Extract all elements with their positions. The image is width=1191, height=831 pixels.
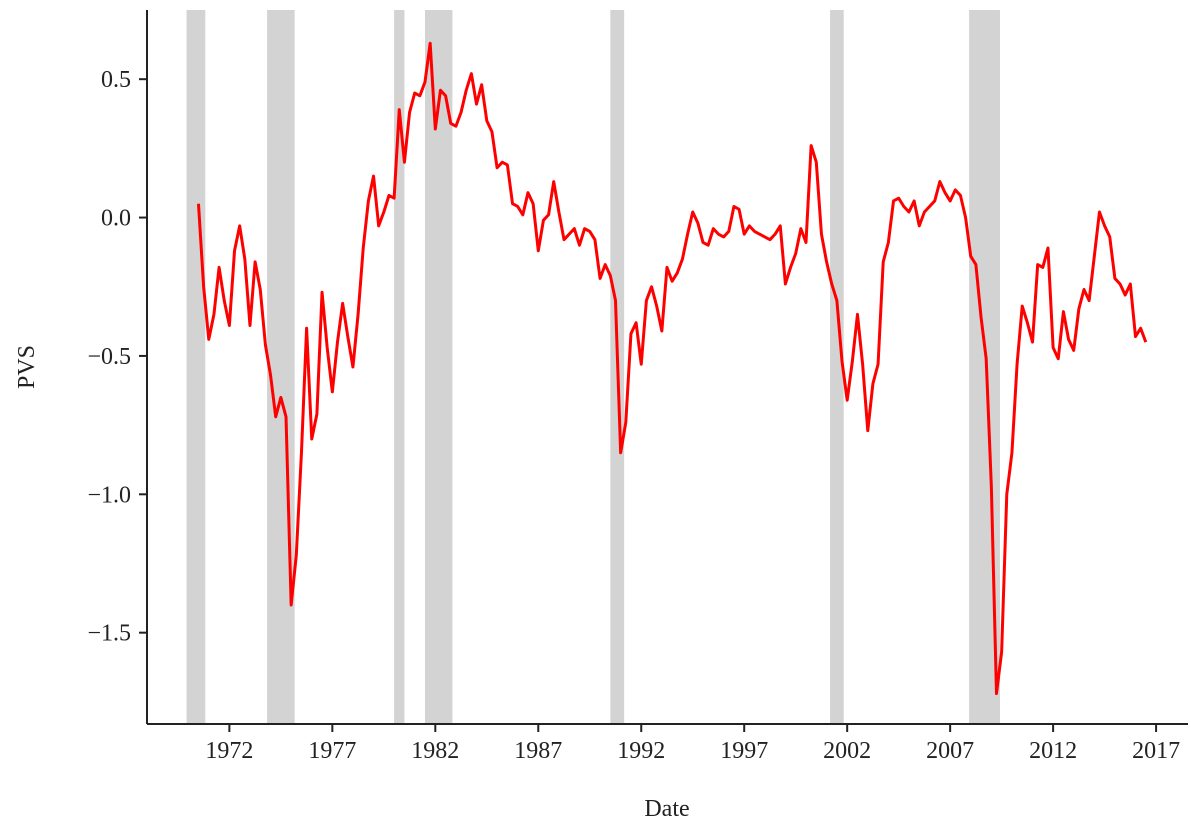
x-axis-label: Date bbox=[644, 796, 689, 822]
shaded-period bbox=[394, 10, 405, 724]
y-axis-label: PVS bbox=[14, 345, 40, 389]
x-tick-label: 1992 bbox=[617, 738, 665, 764]
x-tick-label: 1972 bbox=[205, 738, 253, 764]
x-tick-label: 2002 bbox=[823, 738, 871, 764]
x-tick-label: 1987 bbox=[514, 738, 562, 764]
x-tick-label: 1997 bbox=[720, 738, 768, 764]
y-tick-label: −1.5 bbox=[87, 621, 131, 647]
shaded-period bbox=[186, 10, 206, 724]
shaded-period bbox=[830, 10, 844, 724]
shaded-period bbox=[425, 10, 453, 724]
x-tick-label: 2007 bbox=[926, 738, 974, 764]
shaded-period bbox=[267, 10, 295, 724]
x-tick-label: 1982 bbox=[411, 738, 459, 764]
y-tick-label: 0.0 bbox=[101, 206, 131, 232]
y-tick-label: 0.5 bbox=[101, 67, 131, 93]
x-tick-label: 2012 bbox=[1029, 738, 1077, 764]
x-tick-label: 2017 bbox=[1132, 738, 1180, 764]
data-line bbox=[196, 41, 1148, 696]
y-tick-label: −0.5 bbox=[87, 344, 131, 370]
x-tick-label: 1977 bbox=[308, 738, 356, 764]
y-tick-label: −1.0 bbox=[87, 482, 131, 508]
